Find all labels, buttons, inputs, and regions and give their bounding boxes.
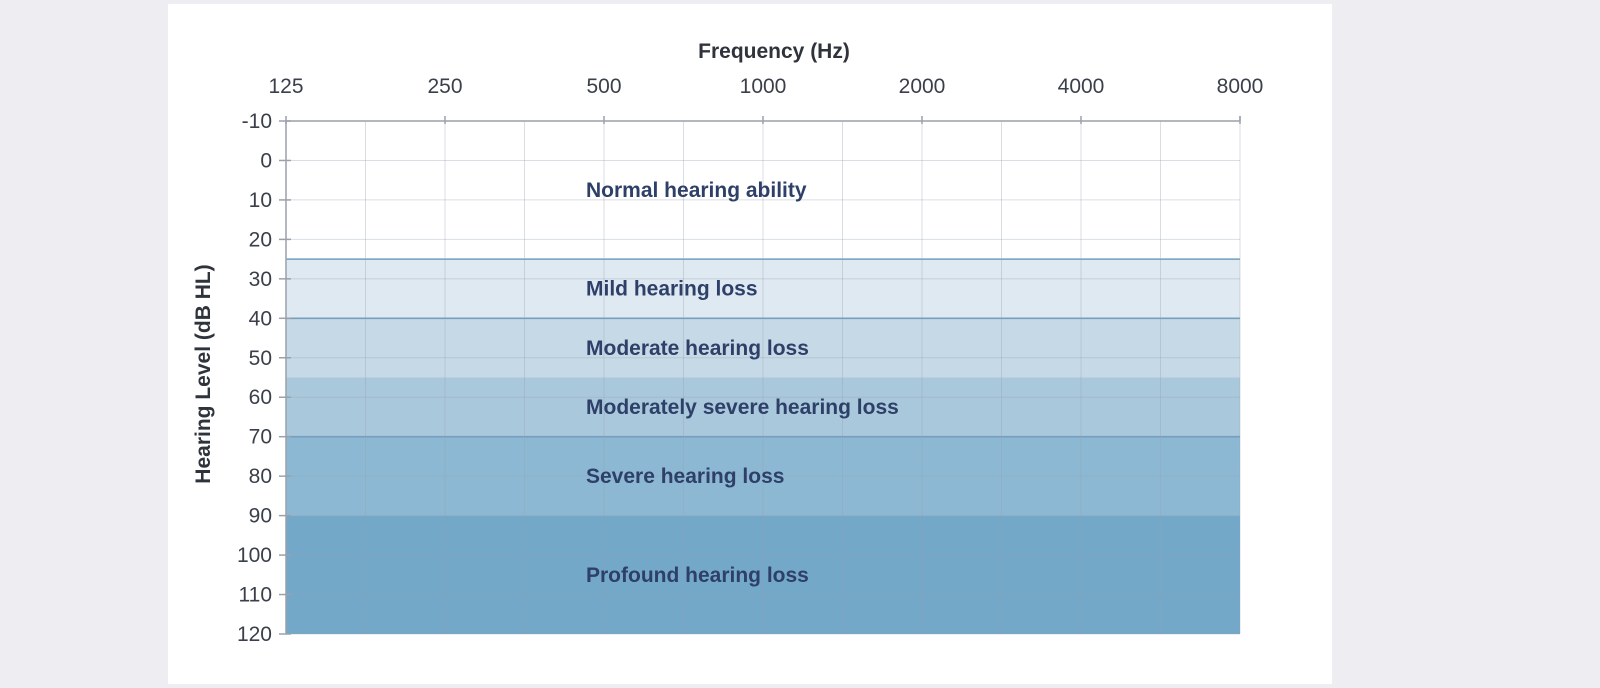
bands-layer [286,121,1240,634]
band-1 [286,259,1240,319]
band-label-2: Moderate hearing loss [586,337,809,360]
y-tick-label-8: 70 [249,426,272,449]
x-tick-label-3: 1000 [740,75,787,98]
x-tick-label-6: 8000 [1217,75,1264,98]
y-axis-title: Hearing Level (dB HL) [192,264,215,483]
band-4 [286,436,1240,516]
y-tick-label-0: -10 [242,110,272,133]
band-label-0: Normal hearing ability [586,179,807,202]
y-tick-label-1: 0 [260,149,272,172]
y-tick-label-9: 80 [249,465,272,488]
chart-card: 125 250 500 1000 2000 4000 8000 -10 0 10 20 30 40 50 6… [168,4,1332,684]
y-tick-label-7: 60 [249,386,272,409]
x-tick-label-2: 500 [586,75,621,98]
band-label-4: Severe hearing loss [586,465,784,488]
x-tick-label-0: 125 [268,75,303,98]
x-tick-label-4: 2000 [899,75,946,98]
y-tick-label-4: 30 [249,268,272,291]
y-tick-label-12: 110 [239,584,272,607]
y-tick-label-5: 40 [249,307,272,330]
band-label-5: Profound hearing loss [586,564,809,587]
label-layer: Normal hearing ability Mild hearing loss M… [586,179,899,587]
x-axis-title: Frequency (Hz) [698,40,850,63]
band-label-3: Moderately severe hearing loss [586,396,899,419]
band-0 [286,121,1240,260]
y-tick-label-11: 100 [237,544,272,567]
band-2 [286,318,1240,378]
band-label-1: Mild hearing loss [586,278,758,301]
x-tick-label-1: 250 [427,75,462,98]
band-3 [286,377,1240,437]
y-tick-label-10: 90 [249,505,272,528]
y-tick-label-3: 20 [249,228,272,251]
y-tick-label-13: 120 [237,623,272,646]
x-tick-label-5: 4000 [1058,75,1105,98]
band-5 [286,515,1240,634]
axis-layer: 125 250 500 1000 2000 4000 8000 -10 0 10 20 30 40 50 6… [237,75,1263,646]
y-tick-label-6: 50 [249,347,272,370]
audiogram-chart: 125 250 500 1000 2000 4000 8000 -10 0 10 20 30 40 50 6… [192,40,1263,646]
y-tick-label-2: 10 [249,189,272,212]
